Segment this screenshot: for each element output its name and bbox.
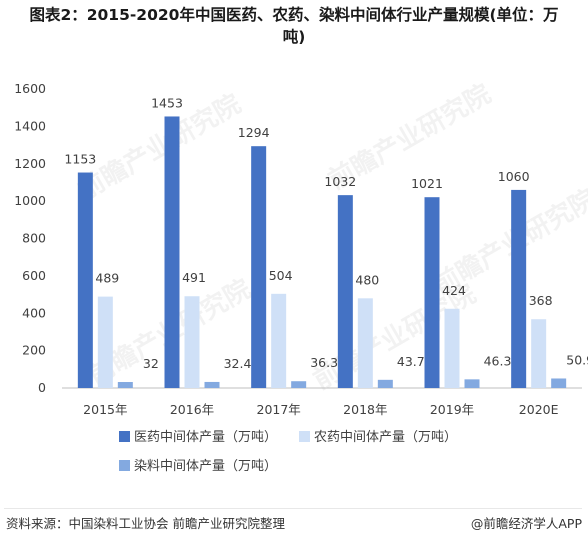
- data-label: 1294: [238, 125, 270, 140]
- legend-swatch: [119, 460, 130, 471]
- data-label: 50.93: [566, 352, 588, 367]
- source-note: 资料来源：中国染料工业协会 前瞻产业研究院整理: [6, 516, 285, 531]
- bar-1: [164, 116, 180, 388]
- y-tick-label: 1000: [14, 193, 46, 208]
- x-tick-label: 2015年: [83, 402, 127, 417]
- footer: 资料来源：中国染料工业协会 前瞻产业研究院整理 @前瞻经济学人APP: [4, 508, 582, 533]
- bar-1: [77, 172, 93, 388]
- bar-2: [531, 319, 547, 388]
- chart-title-line-2: 吨): [282, 28, 306, 46]
- bar-2: [444, 308, 460, 388]
- bar-2: [184, 296, 200, 388]
- data-label: 1153: [64, 152, 96, 167]
- legend-label: 染料中间体产量（万吨）: [134, 459, 277, 474]
- data-label: 480: [355, 272, 379, 287]
- x-tick-label: 2018年: [343, 402, 387, 417]
- bar-1: [337, 195, 353, 388]
- y-tick-label: 1200: [14, 156, 46, 171]
- data-label: 1453: [151, 95, 183, 110]
- data-label: 1021: [411, 176, 443, 191]
- y-tick-label: 1400: [14, 118, 46, 133]
- bar-1: [424, 197, 440, 388]
- data-label: 424: [442, 283, 466, 298]
- data-label: 504: [269, 268, 293, 283]
- bar-3: [551, 378, 567, 388]
- chart-title-line-1: 图表2：2015-2020年中国医药、农药、染料中间体行业产量规模(单位：万: [29, 6, 559, 24]
- legend-label: 农药中间体产量（万吨）: [314, 430, 457, 445]
- y-tick-label: 800: [22, 231, 46, 246]
- y-tick-label: 600: [22, 268, 46, 283]
- data-label: 1032: [324, 174, 356, 189]
- bar-1: [251, 146, 267, 388]
- y-tick-label: 1600: [14, 81, 46, 96]
- bar-2: [271, 293, 287, 388]
- data-label: 491: [182, 270, 206, 285]
- bar-3: [204, 381, 220, 388]
- bar-3: [464, 379, 480, 388]
- bar-3: [291, 381, 307, 388]
- bar-2: [357, 298, 373, 388]
- y-tick-label: 0: [38, 380, 46, 395]
- bar-2: [97, 296, 113, 388]
- data-label: 36.3: [310, 355, 338, 370]
- legend-label: 医药中间体产量（万吨）: [134, 430, 277, 445]
- data-label: 43.7: [397, 354, 425, 369]
- data-label: 32.4: [224, 356, 252, 371]
- x-tick-label: 2016年: [170, 402, 214, 417]
- data-label: 368: [529, 293, 553, 308]
- y-tick-label: 400: [22, 305, 46, 320]
- bar-3: [117, 382, 133, 388]
- x-tick-label: 2017年: [257, 402, 301, 417]
- x-tick-label: 2020E: [519, 402, 559, 417]
- bar-1: [511, 189, 527, 388]
- y-tick-label: 200: [22, 343, 46, 358]
- brand-label: @前瞻经济学人APP: [470, 516, 582, 531]
- data-label: 32: [143, 356, 159, 371]
- legend-swatch: [299, 431, 310, 442]
- chart-title: 图表2：2015-2020年中国医药、农药、染料中间体行业产量规模(单位：万 吨…: [0, 4, 588, 48]
- data-label: 489: [95, 271, 119, 286]
- data-label: 1060: [498, 169, 530, 184]
- bar-chart: 前瞻产业研究院前瞻产业研究院前瞻产业研究院前瞻产业研究院前瞻产业研究院02004…: [14, 78, 588, 474]
- x-tick-label: 2019年: [430, 402, 474, 417]
- bar-3: [377, 379, 393, 388]
- data-label: 46.3: [484, 353, 512, 368]
- legend-swatch: [119, 431, 130, 442]
